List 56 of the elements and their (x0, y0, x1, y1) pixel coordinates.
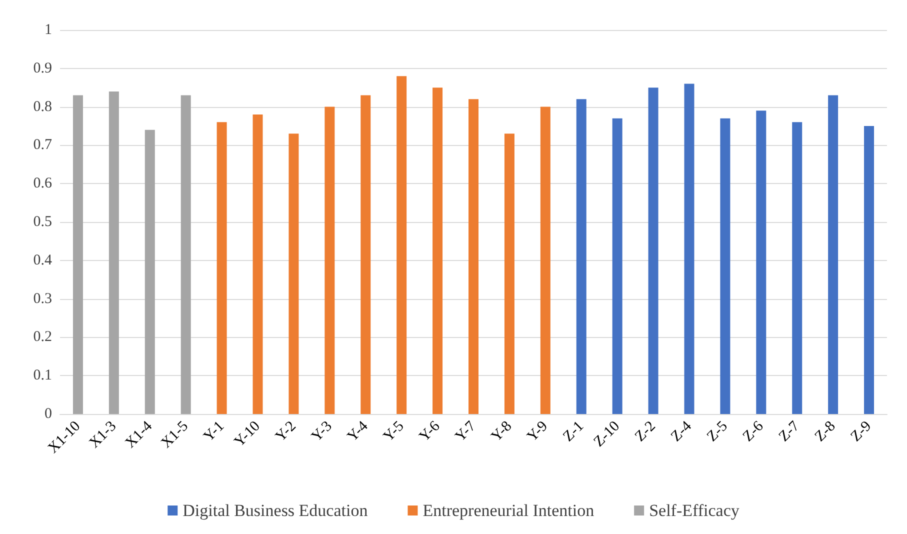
x-tick-label: Z-1 (560, 418, 588, 445)
x-tick-label: Y-4 (344, 418, 372, 445)
bar (864, 126, 874, 414)
x-tick-label: Y-1 (200, 418, 228, 445)
legend-label: Self-Efficacy (649, 501, 740, 520)
bar (504, 134, 514, 414)
x-tick-label: Z-9 (848, 418, 875, 445)
bar (360, 95, 371, 414)
bar (252, 114, 263, 414)
bar (468, 99, 478, 414)
x-tick-label: Z-6 (740, 418, 768, 445)
x-tick-label: Y-6 (416, 418, 444, 445)
bar (216, 122, 227, 414)
bar (432, 88, 443, 414)
bar (792, 122, 802, 414)
x-tick-label: Y-7 (452, 418, 480, 445)
y-tick-label: 0.8 (33, 98, 52, 115)
x-tick-label: Z-5 (704, 418, 731, 445)
x-tick-label: Z-10 (591, 418, 623, 450)
y-tick-label: 0.9 (33, 60, 52, 76)
x-tick-label: Y-8 (488, 418, 516, 445)
x-tick-label: Y-10 (232, 418, 264, 450)
bar (324, 106, 335, 414)
legend-label: Digital Business Education (182, 501, 368, 520)
y-tick-label: 0.2 (33, 329, 52, 346)
x-tick-label: Z-2 (632, 418, 659, 445)
bar (756, 110, 766, 414)
y-tick-label: 0.5 (33, 214, 52, 230)
bar (108, 91, 119, 414)
y-tick-label: 0.7 (33, 137, 52, 154)
x-tick-label: Z-8 (812, 418, 839, 445)
y-tick-label: 0.1 (33, 368, 52, 384)
bar (612, 118, 622, 414)
y-tick-label: 1 (44, 22, 52, 38)
y-tick-label: 0.3 (33, 290, 52, 307)
x-tick-label: Y-2 (272, 418, 300, 445)
bar (288, 134, 299, 414)
bar (540, 106, 550, 414)
x-tick-label: Y-3 (308, 418, 336, 445)
bar (720, 118, 730, 414)
bar (828, 95, 838, 414)
y-tick-label: 0 (44, 406, 52, 422)
y-tick-label: 0.6 (33, 176, 52, 192)
bar (684, 84, 694, 414)
x-tick-label: Y-9 (524, 418, 552, 445)
bar (396, 76, 407, 414)
bar (180, 95, 191, 414)
y-tick-label: 0.4 (33, 252, 52, 268)
bar (144, 130, 155, 414)
legend-label: Entrepreneurial Intention (422, 501, 595, 520)
bar (72, 95, 83, 414)
x-tick-label: Y-5 (380, 418, 408, 445)
bar (576, 99, 586, 414)
x-tick-label: Z-4 (668, 418, 696, 445)
x-tick-label: Z-7 (776, 418, 804, 445)
bar (648, 88, 658, 414)
